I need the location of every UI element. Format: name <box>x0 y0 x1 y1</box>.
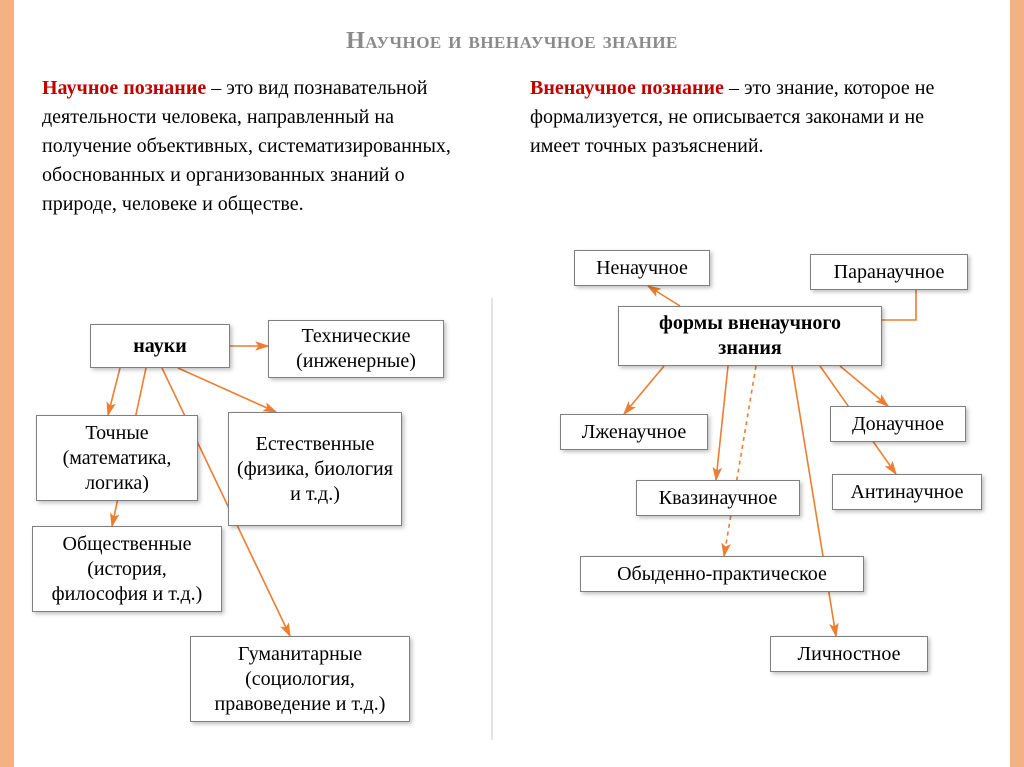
term-nonscientific: Вненаучное познание <box>530 77 724 99</box>
node-antinauch: Антинаучное <box>832 474 982 510</box>
node-kvazi: Квазинаучное <box>636 480 800 516</box>
definition-nonscientific: Вненаучное познание – это знание, которо… <box>530 74 970 161</box>
term-scientific: Научное познание <box>42 77 206 99</box>
slide-title: Научное и вненаучное знание <box>0 28 1024 55</box>
node-guman: Гуманитарные (социология, правоведение и… <box>190 636 410 722</box>
node-lichn: Личностное <box>770 636 928 672</box>
node-lzhenauch: Лженаучное <box>560 414 708 450</box>
node-formy: формы вненаучного знания <box>618 306 882 366</box>
node-nauki: науки <box>90 324 230 368</box>
node-nenauch: Ненаучное <box>574 250 710 286</box>
node-tech: Технические (инженерные) <box>268 320 444 378</box>
definition-scientific: Научное познание – это вид познавательно… <box>42 74 472 219</box>
node-obyd: Обыденно-практическое <box>580 556 864 592</box>
node-paranauch: Паранаучное <box>810 254 968 290</box>
node-tochnye: Точные (математика, логика) <box>36 415 198 501</box>
node-estestv: Естественные (физика, биология и т.д.) <box>228 412 402 526</box>
node-donauch: Донаучное <box>830 406 966 442</box>
node-obshch: Общественные (история, философия и т.д.) <box>32 526 222 612</box>
